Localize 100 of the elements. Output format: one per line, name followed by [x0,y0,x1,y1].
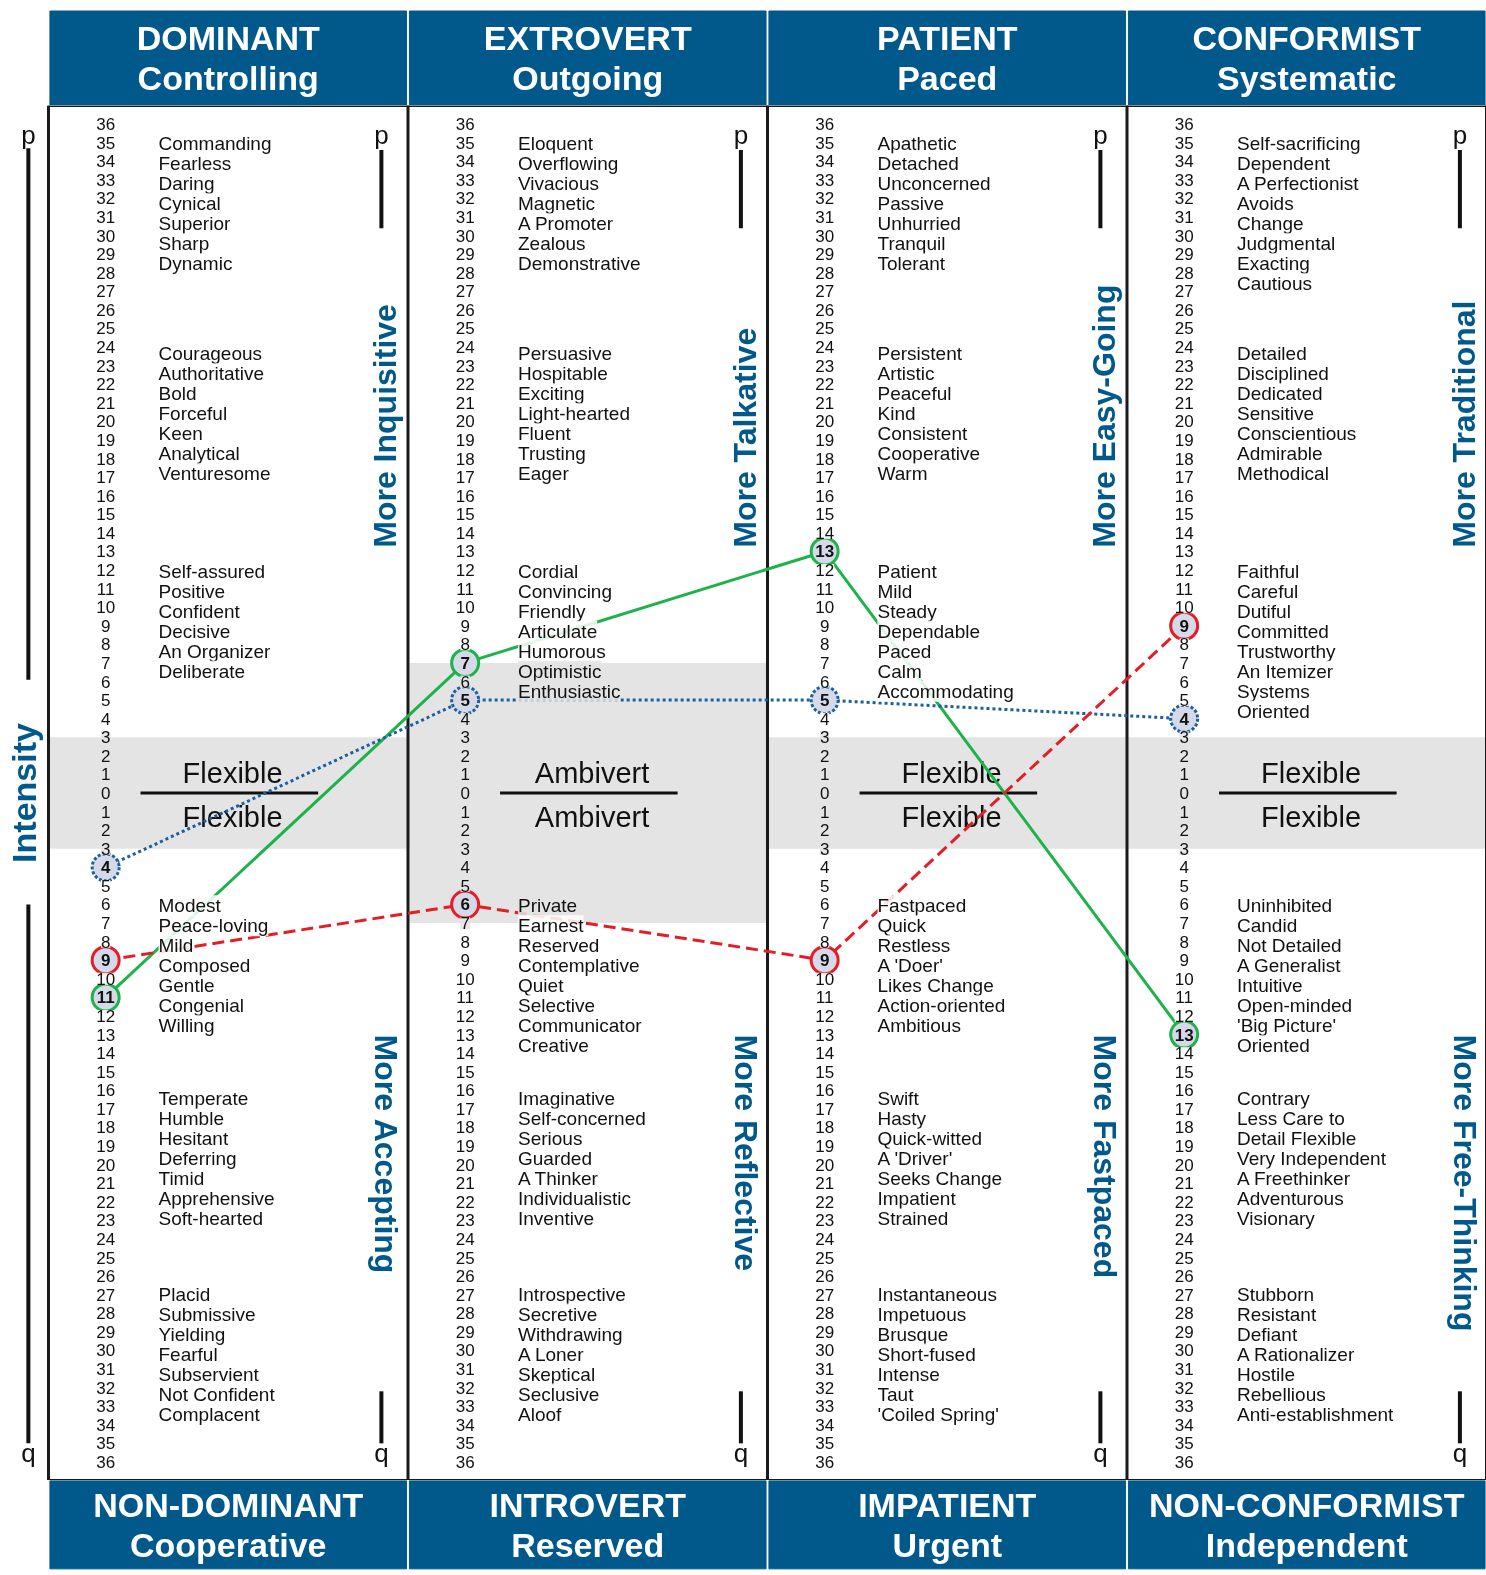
y-tick-label: 18 [96,1118,116,1138]
text: 16 [815,1081,835,1101]
annotation: Flexible [1261,801,1362,834]
text: 0 [460,784,470,803]
y-tick-label: 3 [100,839,111,859]
text: 8 [460,932,470,952]
text: 13 [1174,542,1194,562]
text: 34 [1174,1415,1194,1435]
y-tick-label: 17 [96,468,116,488]
text: 36 [815,115,835,135]
text: 0 [819,784,830,803]
text: 34 [815,152,835,172]
y-tick-label: 1 [100,765,111,785]
text: 8 [460,635,470,655]
text: 10 [815,969,835,989]
text: 28 [815,263,835,283]
y-tick-label: 11 [96,988,115,1008]
text: 6 [819,895,830,915]
text: 22 [1174,1192,1194,1212]
text: 29 [815,1322,835,1342]
annotation: More Accepting [368,1034,405,1274]
text: 19 [455,1137,475,1157]
y-tick-label: 0 [100,784,111,803]
y-tick-label: 30 [96,226,116,246]
y-tick-label: 9 [100,616,111,636]
text: 36 [1174,1452,1194,1472]
text: 21 [455,393,475,413]
text: 18 [1174,1118,1194,1138]
text: 31 [455,1360,475,1380]
y-tick-label: 22 [96,1192,116,1212]
text: IMPATIENT Urgent [858,1486,1037,1565]
text: 31 [815,207,835,227]
text: 5 [819,691,830,711]
text: 2 [1179,746,1189,766]
annotation: Flexible [182,756,283,789]
y-tick-label: 21 [96,393,116,413]
y-tick-label: 33 [96,1397,116,1417]
text: 35 [455,1434,475,1454]
text: 15 [1174,1062,1194,1082]
text: 23 [815,356,835,376]
text: 12 [815,561,835,581]
y-tick-label: 6 [100,672,111,692]
text: 26 [1174,300,1194,320]
text: 23 [455,356,475,376]
text: 15 [815,505,835,525]
text: 1 [1179,802,1189,822]
annotation: More Easy-Going [1086,284,1123,548]
text: 6 [1179,895,1189,915]
text: 33 [815,1397,835,1417]
y-tick-label: 21 [96,1174,116,1194]
text: 20 [1174,412,1194,432]
y-tick-label: 31 [96,207,116,227]
text: 32 [815,189,835,209]
text: NON-CONFORMIST Independent [1149,1486,1465,1565]
text: 26 [455,1267,475,1287]
text: 9 [1179,616,1189,636]
annotation: p [733,120,749,151]
text: 35 [1174,133,1194,153]
text: 24 [815,1229,835,1249]
annotation: p [374,120,389,151]
text: 10 [455,969,475,989]
annotation: More Traditional [1445,300,1482,548]
text: 27 [455,1285,475,1305]
text: 20 [455,412,475,432]
text: 3 [460,839,470,859]
text: 10 [815,598,835,618]
text: 15 [455,505,475,525]
y-tick-label: 12 [96,1006,116,1026]
text: 4 [460,858,470,878]
text: 26 [455,300,475,320]
text: 30 [1174,1341,1194,1361]
annotation: Self-assured Positive Confident Decisive An Organizer Deliberate [158,560,272,682]
annotation: Self-sacrificing Dependent A Perfectionist Avoids Change Judgmental Exacting Cautious [1237,133,1361,295]
text: 19 [455,430,475,450]
text: 5 [460,876,470,896]
text: 3 [819,728,830,748]
text: 31 [1174,207,1194,227]
text: 19 [1174,430,1194,450]
text: 25 [815,319,835,339]
y-axis-title: Intensity [5,723,44,863]
annotation: More Free-Thinking [1446,1034,1483,1332]
y-tick-label: 7 [100,914,111,934]
y-tick-label: 30 [96,1341,116,1361]
text: 11 [815,579,834,599]
text: 14 [1174,523,1194,543]
text: 12 [455,561,475,581]
text: 32 [455,189,475,209]
text: 15 [815,1062,835,1082]
text: 36 [1174,115,1194,135]
annotation: Eloquent Overflowing Vivacious Magnetic A Promoter Zealous Demonstrative [518,133,641,275]
text: 18 [815,449,835,469]
annotation: Imaginative Self-concerned Serious Guarded A Thinker Individualistic Inventive [518,1088,646,1230]
y-tick-label: 12 [96,561,116,581]
text: 21 [815,393,835,413]
text: 28 [815,1304,835,1324]
text: INTROVERT Reserved [489,1486,687,1565]
text: 25 [815,1248,835,1268]
y-tick-label: 23 [96,1211,116,1231]
text: 2 [819,821,830,841]
annotation: Swift Hasty Quick-witted A 'Driver' Seeks Change Impatient Strained [877,1088,1003,1230]
